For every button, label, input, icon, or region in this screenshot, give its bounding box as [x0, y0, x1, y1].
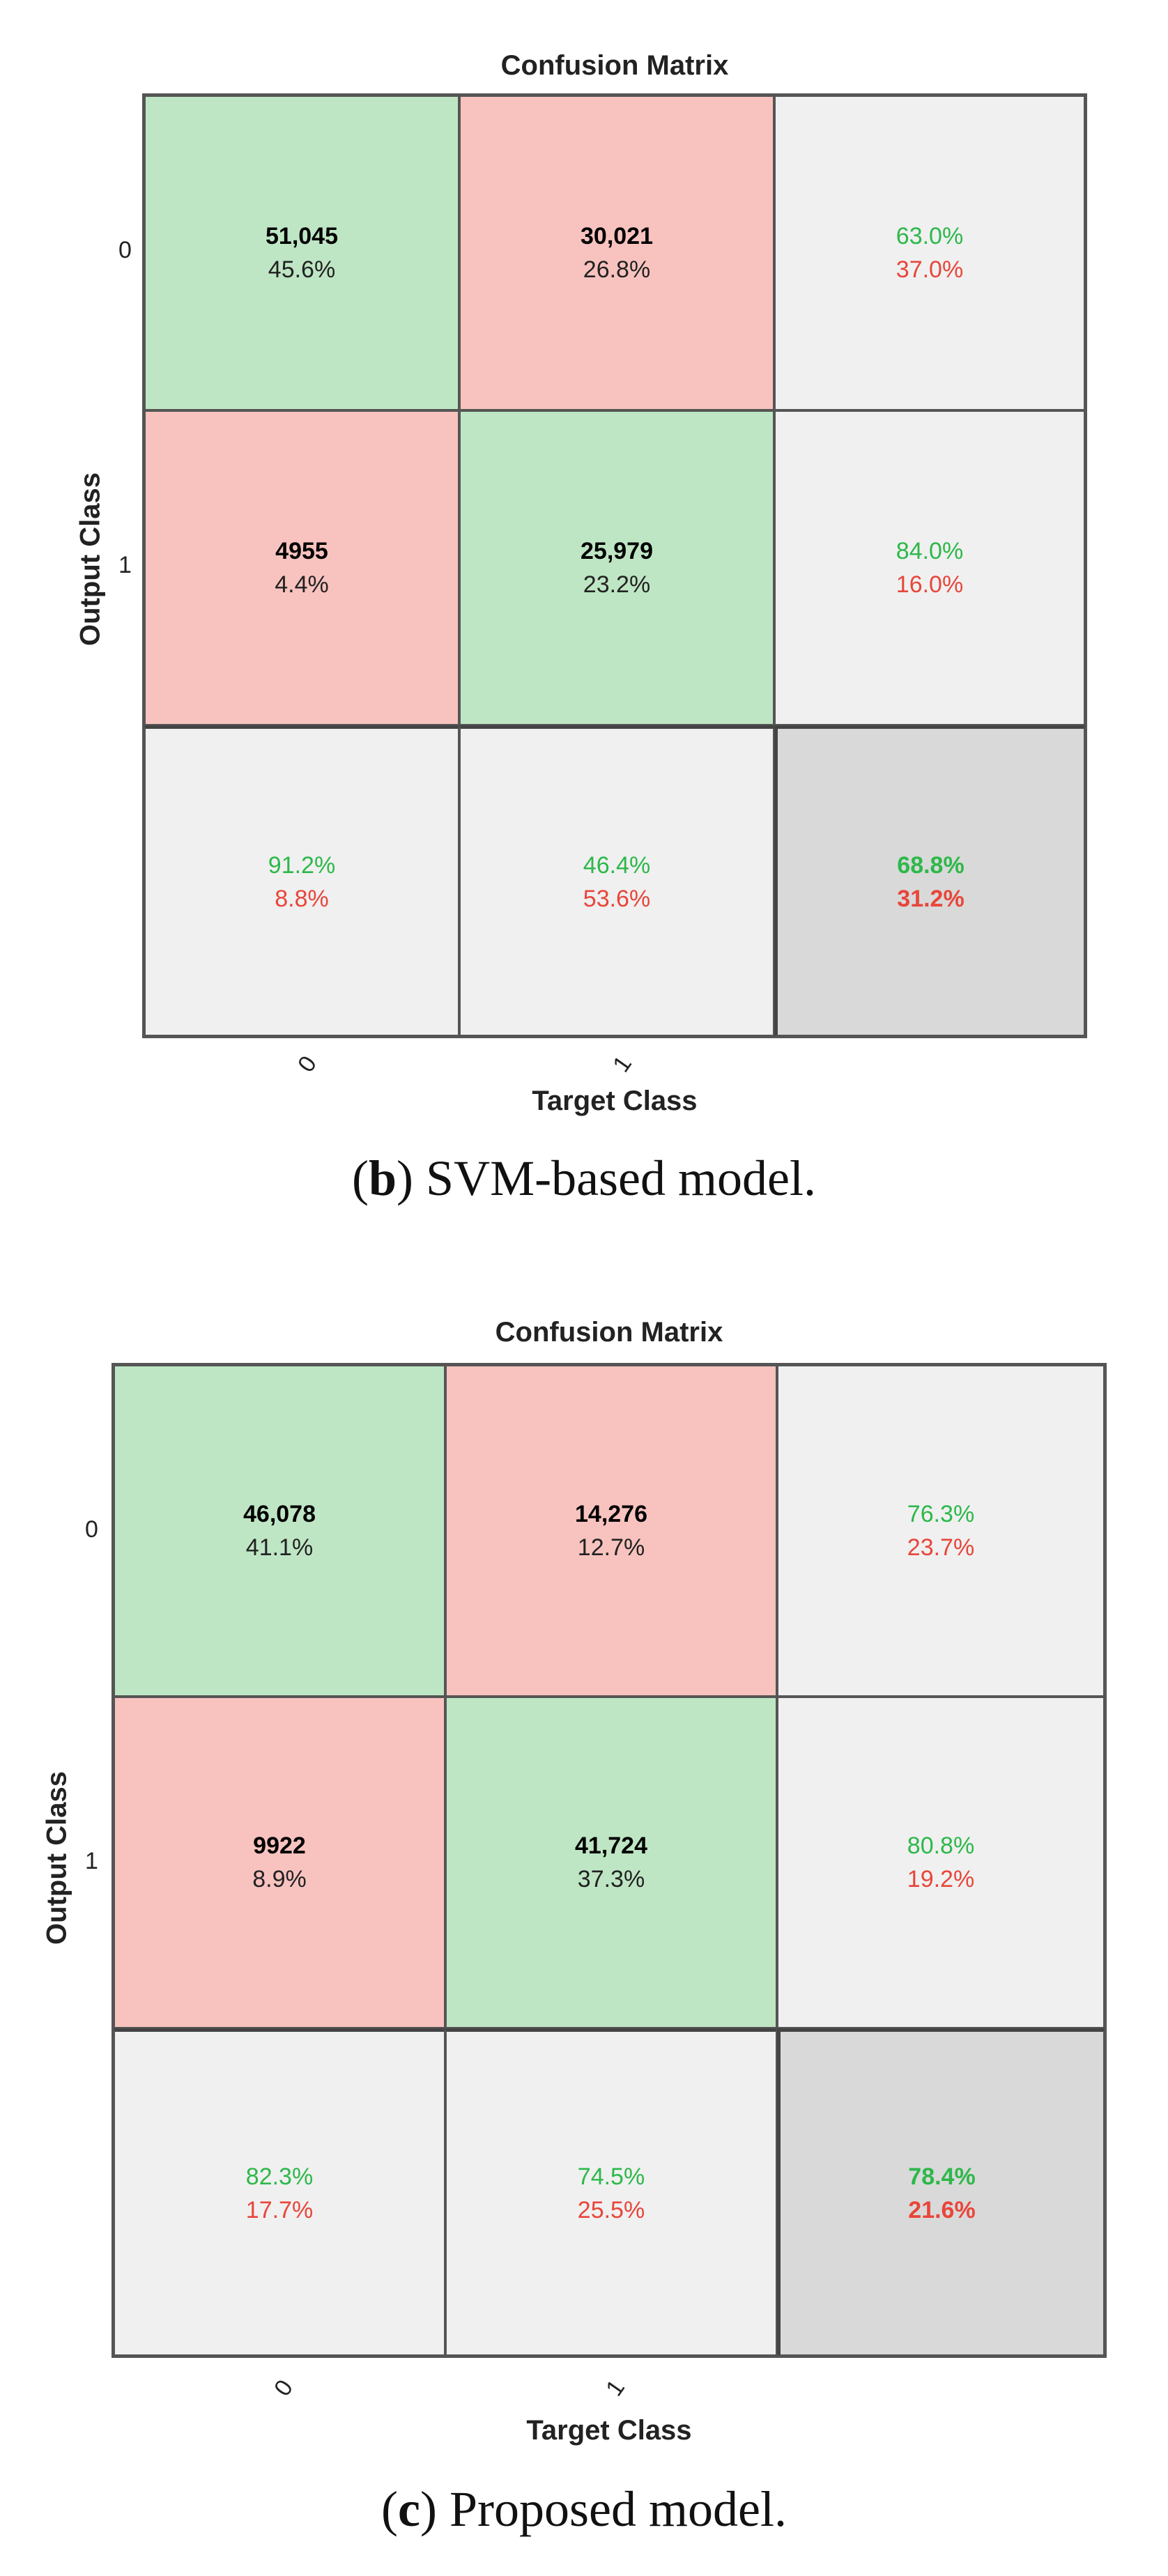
cell-percent: 4.4%: [275, 571, 329, 598]
cell-percent: 37.3%: [577, 1866, 645, 1892]
cell-percent: 8.9%: [252, 1866, 307, 1892]
cell-count: 9922: [253, 1833, 306, 1859]
x-tick-1: 1: [608, 1051, 638, 1077]
col-summary-bad: 53.6%: [583, 885, 651, 912]
x-axis-label: Target Class: [526, 2415, 692, 2446]
col-summary-bad: 8.8%: [275, 885, 329, 912]
cell-0-1: 14,276 12.7%: [445, 1365, 777, 1697]
cell-percent: 45.6%: [268, 256, 336, 283]
row-summary-0: 63.0% 37.0%: [774, 95, 1085, 410]
col-summary-good: 46.4%: [583, 851, 651, 879]
cell-count: 14,276: [575, 1501, 647, 1527]
col-summary-good: 91.2%: [268, 851, 336, 879]
row-summary-1: 84.0% 16.0%: [774, 410, 1085, 725]
col-summary-1: 74.5% 25.5%: [445, 2028, 777, 2356]
cell-count: 4955: [275, 538, 328, 564]
cell-percent: 26.8%: [583, 256, 651, 283]
cell-count: 46,078: [243, 1501, 316, 1527]
y-tick-0: 0: [118, 237, 132, 263]
row-summary-bad: 19.2%: [907, 1866, 975, 1892]
y-axis-label: Output Class: [41, 1771, 72, 1945]
chart-title: Confusion Matrix: [500, 50, 729, 81]
figure-caption: (c) Proposed model.: [381, 2481, 787, 2537]
caption-letter: c: [398, 2481, 420, 2537]
row-summary-good: 63.0%: [896, 223, 964, 249]
col-summary-1: 46.4% 53.6%: [459, 725, 774, 1036]
chart-title: Confusion Matrix: [495, 1317, 723, 1348]
x-tick-1: 1: [601, 2375, 631, 2401]
y-axis-label: Output Class: [75, 472, 106, 646]
cell-percent: 12.7%: [577, 1534, 645, 1561]
cell-1-0: 4955 4.4%: [144, 410, 459, 725]
overall-good: 68.8%: [897, 851, 965, 879]
confusion-matrix-grid: 51,045 45.6% 30,021 26.8% 63.0% 37.0% 49…: [142, 93, 1087, 1038]
cell-1-0: 9922 8.9%: [114, 1697, 445, 2028]
cell-count: 51,045: [266, 223, 338, 249]
cell-1-1: 25,979 23.2%: [459, 410, 774, 725]
row-summary-1: 80.8% 19.2%: [777, 1697, 1105, 2028]
cell-0-0: 46,078 41.1%: [114, 1365, 445, 1697]
row-summary-bad: 23.7%: [907, 1534, 975, 1561]
overall-bad: 31.2%: [897, 885, 965, 912]
caption-text: SVM-based model.: [426, 1150, 816, 1206]
col-summary-good: 82.3%: [245, 2163, 314, 2190]
confusion-matrix-grid: 46,078 41.1% 14,276 12.7% 76.3% 23.7% 99…: [112, 1363, 1107, 2358]
col-summary-bad: 17.7%: [245, 2196, 314, 2223]
y-tick-1: 1: [118, 552, 132, 578]
col-summary-0: 91.2% 8.8%: [144, 725, 459, 1036]
row-summary-bad: 37.0%: [896, 256, 964, 283]
cell-count: 25,979: [581, 538, 653, 564]
row-summary-good: 80.8%: [907, 1833, 975, 1859]
overall-accuracy: 68.8% 31.2%: [774, 725, 1085, 1036]
cell-0-1: 30,021 26.8%: [459, 95, 774, 410]
overall-bad: 21.6%: [908, 2196, 976, 2223]
cell-count: 41,724: [575, 1833, 647, 1859]
cell-count: 30,021: [581, 223, 653, 249]
row-summary-good: 84.0%: [896, 538, 964, 564]
col-summary-good: 74.5%: [577, 2163, 645, 2190]
overall-accuracy: 78.4% 21.6%: [777, 2028, 1105, 2356]
row-summary-bad: 16.0%: [896, 571, 964, 598]
x-tick-0: 0: [293, 1051, 323, 1077]
x-tick-0: 0: [269, 2375, 299, 2401]
cell-1-1: 41,724 37.3%: [445, 1697, 777, 2028]
col-summary-0: 82.3% 17.7%: [114, 2028, 445, 2356]
y-tick-0: 0: [85, 1516, 98, 1543]
x-axis-label: Target Class: [532, 1086, 698, 1116]
figure-caption: (b) SVM-based model.: [352, 1150, 816, 1206]
cell-percent: 41.1%: [245, 1534, 314, 1561]
cell-0-0: 51,045 45.6%: [144, 95, 459, 410]
y-tick-1: 1: [85, 1848, 98, 1874]
cell-percent: 23.2%: [583, 571, 651, 598]
caption-text: Proposed model.: [449, 2481, 787, 2537]
row-summary-good: 76.3%: [907, 1501, 975, 1527]
caption-letter: b: [369, 1150, 397, 1206]
row-summary-0: 76.3% 23.7%: [777, 1365, 1105, 1697]
overall-good: 78.4%: [908, 2163, 976, 2190]
col-summary-bad: 25.5%: [577, 2196, 645, 2223]
